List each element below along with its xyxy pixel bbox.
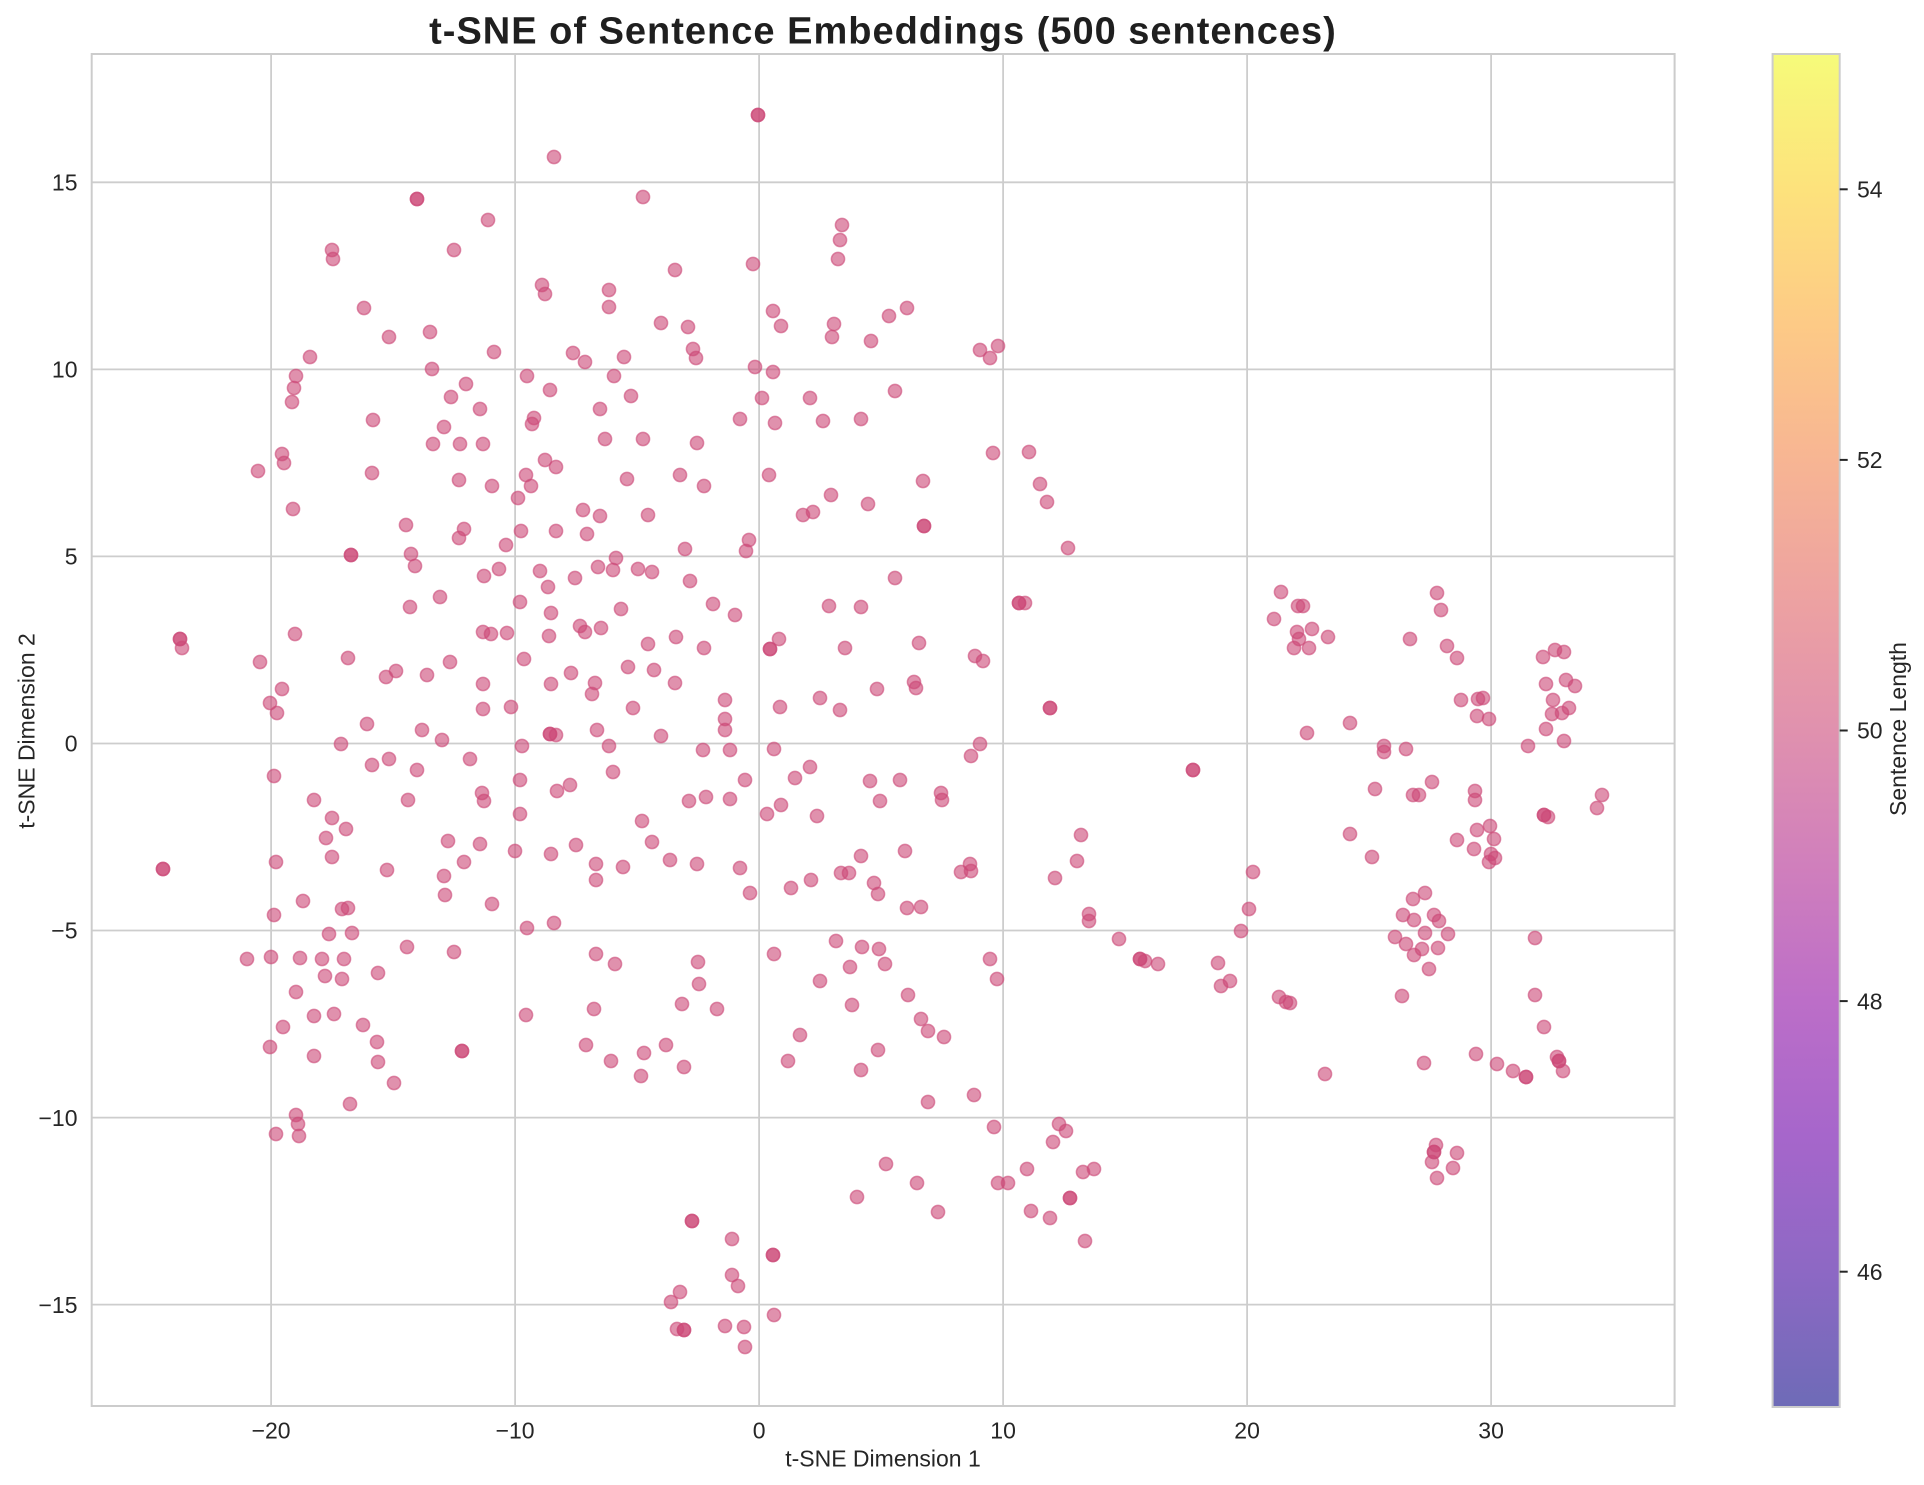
svg-text:−20: −20: [252, 1418, 291, 1444]
svg-text:Sentence Length: Sentence Length: [1885, 642, 1911, 816]
svg-text:10: 10: [990, 1418, 1016, 1444]
svg-text:50: 50: [1857, 718, 1883, 744]
svg-text:52: 52: [1857, 447, 1883, 473]
svg-text:t-SNE of Sentence Embeddings (: t-SNE of Sentence Embeddings (500 senten…: [429, 11, 1337, 53]
svg-text:46: 46: [1857, 1259, 1883, 1285]
svg-text:t-SNE Dimension 2: t-SNE Dimension 2: [14, 633, 40, 829]
svg-text:−5: −5: [51, 918, 77, 944]
svg-text:t-SNE Dimension 1: t-SNE Dimension 1: [785, 1446, 981, 1472]
svg-text:−10: −10: [38, 1105, 77, 1131]
svg-text:15: 15: [52, 170, 78, 196]
svg-text:−10: −10: [496, 1418, 535, 1444]
svg-text:30: 30: [1478, 1418, 1504, 1444]
svg-text:10: 10: [52, 357, 78, 383]
svg-text:−15: −15: [38, 1292, 77, 1318]
svg-text:0: 0: [753, 1418, 766, 1444]
svg-text:0: 0: [65, 731, 78, 757]
svg-text:48: 48: [1857, 988, 1883, 1014]
svg-text:20: 20: [1234, 1418, 1260, 1444]
svg-text:54: 54: [1857, 177, 1883, 203]
svg-text:5: 5: [65, 544, 78, 570]
